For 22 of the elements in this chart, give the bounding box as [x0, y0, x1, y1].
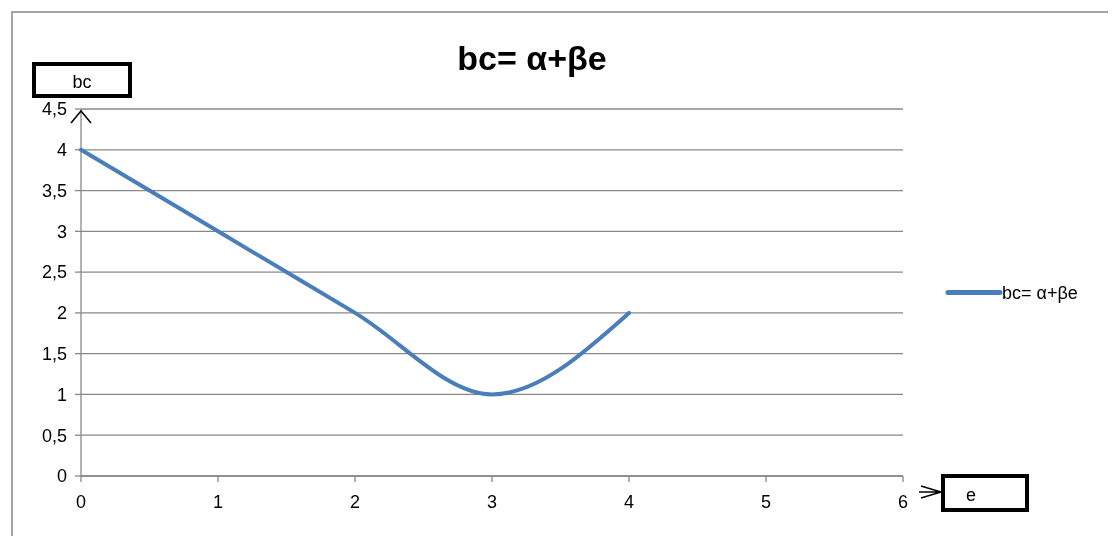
y-tick-label: 4 — [56, 140, 67, 161]
y-tick-label: 3,5 — [41, 180, 67, 201]
y-tick-label: 0,5 — [41, 425, 67, 446]
y-tick-label: 2,5 — [41, 262, 67, 283]
y-tick-label: 3 — [56, 221, 67, 242]
x-tick-label: 5 — [760, 492, 772, 512]
chart-title: bc= α+βe — [457, 39, 607, 77]
y-tick-label: 0 — [56, 466, 67, 487]
y-axis-title: bc — [72, 72, 92, 92]
y-tick-label: 1 — [56, 384, 67, 405]
x-axis-title: e — [965, 485, 977, 505]
y-tick-label: 2 — [56, 303, 67, 324]
y-tick-label: 1,5 — [41, 343, 67, 364]
x-tick-label: 0 — [75, 492, 87, 512]
x-tick-label: 2 — [349, 492, 361, 512]
line-series — [79, 147, 631, 397]
y-tick-label: 4,5 — [41, 99, 67, 120]
x-tick-label: 4 — [623, 492, 635, 512]
x-tick-label: 3 — [486, 492, 498, 512]
x-tick-label: 6 — [897, 492, 909, 512]
x-tick-label: 1 — [212, 492, 224, 512]
legend-label: bc= α+βe — [1002, 282, 1078, 303]
